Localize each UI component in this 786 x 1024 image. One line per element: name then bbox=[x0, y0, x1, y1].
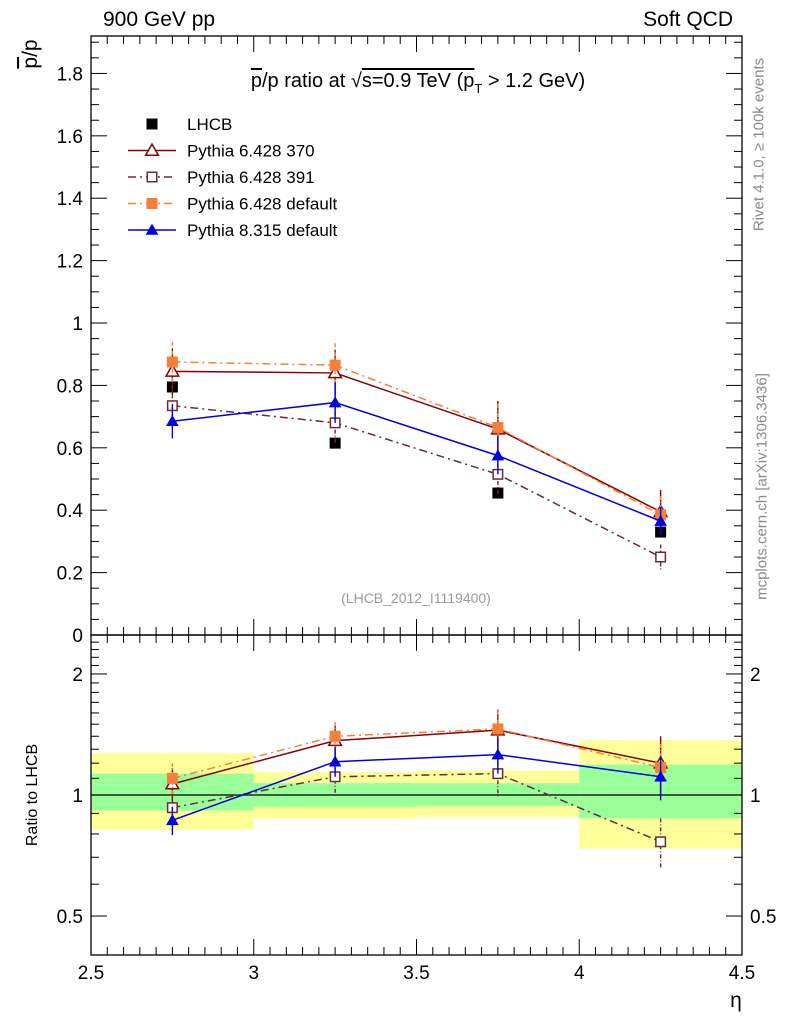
ratio-line-2 bbox=[172, 728, 661, 780]
ratio-point-3-0 bbox=[166, 813, 179, 826]
main-point-4-1 bbox=[328, 396, 342, 408]
main-ytick-label: 0.4 bbox=[57, 501, 84, 522]
main-series-4 bbox=[166, 382, 667, 536]
legend-label-4: Pythia 8.315 default bbox=[187, 221, 338, 240]
legend-label-1: Pythia 6.428 370 bbox=[187, 142, 315, 161]
legend-marker-0 bbox=[146, 118, 158, 130]
main-series-1 bbox=[164, 347, 669, 534]
ratio-point-3-3 bbox=[654, 770, 667, 782]
ratio-ytick-label-right: 2 bbox=[750, 665, 761, 686]
title-mid2: s=0.9 TeV (p bbox=[362, 70, 474, 92]
main-ylabel: p/p bbox=[19, 39, 42, 68]
legend-marker-4 bbox=[145, 223, 159, 235]
main-point-3-1 bbox=[329, 359, 341, 371]
ylabel-rest: /p bbox=[19, 39, 42, 57]
main-ytick-label: 0.6 bbox=[57, 439, 83, 460]
main-ytick-label: 1.4 bbox=[57, 189, 84, 210]
mcplots-reference: mcplots.cern.ch [arXiv:1306.3436] bbox=[753, 373, 771, 600]
legend-marker-2 bbox=[146, 171, 158, 183]
ratio-ylabel: Ratio to LHCB bbox=[24, 744, 41, 846]
legend-label-3: Pythia 6.428 default bbox=[187, 195, 338, 214]
ratio-point-3-1 bbox=[328, 755, 342, 767]
ratio-point-2-1 bbox=[329, 730, 341, 742]
main-point-4-3 bbox=[654, 514, 667, 526]
legend-entry-2: Pythia 6.428 391 bbox=[128, 168, 315, 187]
main-point-4-2 bbox=[491, 449, 505, 461]
rivet-version-note: Rivet 4.1.0, ≥ 100k events bbox=[750, 57, 768, 232]
xtick-label-3: 4 bbox=[574, 963, 585, 984]
main-point-2-3 bbox=[655, 551, 667, 563]
main-ytick-label: 0.8 bbox=[57, 376, 83, 397]
main-ytick-label: 0 bbox=[72, 626, 83, 647]
header-energy-label: 900 GeV pp bbox=[103, 8, 216, 31]
legend-marker-3 bbox=[146, 198, 158, 209]
main-point-4-0 bbox=[166, 414, 179, 427]
ratio-line-3 bbox=[172, 753, 661, 822]
legend-entry-1: Pythia 6.428 370 bbox=[128, 142, 315, 161]
main-title: p/p ratio at √s=0.9 TeV (pT > 1.2 GeV) bbox=[251, 70, 585, 96]
ratio-point-2-2 bbox=[492, 723, 504, 735]
ratio-ytick-label-right: 1 bbox=[750, 786, 761, 807]
ratio-line-0 bbox=[172, 729, 661, 785]
main-point-3-0 bbox=[166, 356, 178, 368]
ratio-ytick-label: 1 bbox=[72, 786, 83, 807]
main-series-0 bbox=[166, 381, 667, 538]
main-ytick-label: 0.2 bbox=[57, 564, 83, 585]
xtick-label-4: 4.5 bbox=[729, 963, 755, 984]
legend-label-2: Pythia 6.428 391 bbox=[187, 168, 315, 187]
legend-entry-3: Pythia 6.428 default bbox=[128, 195, 338, 214]
legend-label-0: LHCB bbox=[187, 115, 232, 134]
ratio-line-1 bbox=[172, 772, 661, 843]
ratio-point-1-3 bbox=[655, 836, 667, 848]
legend-entry-0: LHCB bbox=[146, 115, 232, 134]
title-sqrt: √ bbox=[351, 70, 362, 92]
analysis-watermark: (LHCB_2012_I1119400) bbox=[341, 590, 491, 606]
main-point-0-1 bbox=[329, 437, 341, 449]
main-point-3-2 bbox=[492, 422, 504, 434]
ratio-uncertainty-bands bbox=[91, 740, 742, 849]
main-line-4 bbox=[172, 401, 661, 522]
legend-entry-4: Pythia 8.315 default bbox=[128, 221, 338, 240]
title-post: > 1.2 GeV) bbox=[482, 70, 585, 92]
legend: LHCB Pythia 6.428 370 Pythia 6.428 391 Pyth… bbox=[128, 115, 338, 240]
ratio-ytick-label-right: 0.5 bbox=[750, 907, 776, 928]
main-ytick-label: 1 bbox=[72, 314, 83, 335]
xtick-label-1: 3 bbox=[248, 963, 259, 984]
xtick-label-0: 2.5 bbox=[78, 963, 104, 984]
ylabel-pbar: p bbox=[19, 57, 42, 69]
ratio-ytick-label: 2 bbox=[72, 665, 83, 686]
ratio-ytick-label: 0.5 bbox=[57, 907, 83, 928]
header-category-label: Soft QCD bbox=[643, 8, 733, 31]
main-ytick-label: 1.2 bbox=[57, 252, 83, 273]
axes: 0 0.2 0.4 0.6 0.8 1 1.2 1.4 1.6 1.8 0.5 0.5 1 1 2 2 2.5 3… bbox=[57, 35, 776, 984]
main-ytick-label: 1.8 bbox=[57, 64, 83, 85]
ratio-series-3 bbox=[166, 737, 667, 836]
title-pbar: p bbox=[251, 70, 262, 92]
series-layer bbox=[164, 341, 669, 869]
x-axis-label: η bbox=[730, 989, 742, 1012]
ratio-point-3-2 bbox=[491, 748, 505, 760]
title-mid1: /p ratio at bbox=[262, 70, 351, 92]
xtick-label-2: 3.5 bbox=[403, 963, 429, 984]
legend-marker-1 bbox=[144, 142, 160, 156]
ratio-point-2-0 bbox=[166, 772, 178, 784]
main-series-3 bbox=[166, 341, 667, 534]
main-line-1 bbox=[172, 370, 661, 513]
main-ytick-label: 1.6 bbox=[57, 127, 83, 148]
title-subscript: T bbox=[474, 81, 482, 96]
